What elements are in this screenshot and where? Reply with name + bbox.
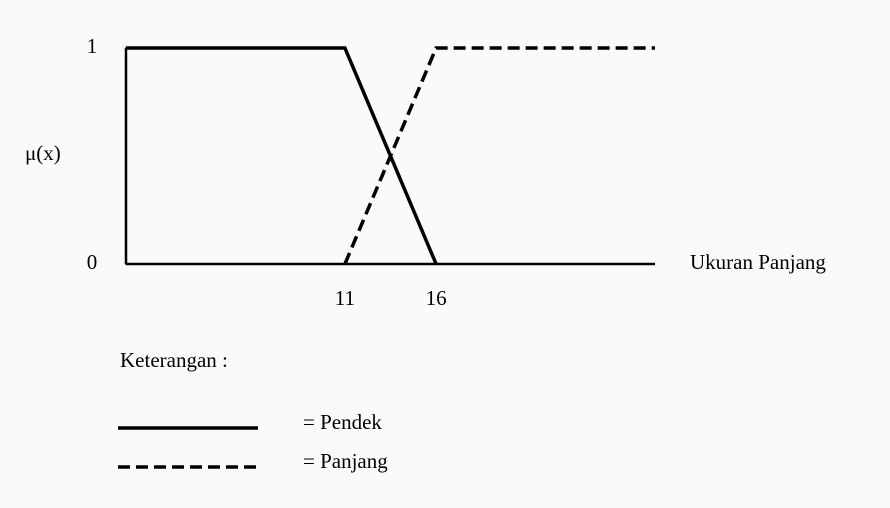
legend-title: Keterangan : <box>120 348 228 372</box>
series-line <box>126 46 438 265</box>
y-axis-label: μ(x) <box>25 141 61 165</box>
y-tick-label: 1 <box>87 34 98 58</box>
x-axis-label: Ukuran Panjang <box>690 250 826 274</box>
x-tick-label: 16 <box>426 286 447 310</box>
y-tick-label: 0 <box>87 250 98 274</box>
x-tick-label: 11 <box>335 286 355 310</box>
legend-label: = Pendek <box>303 410 382 434</box>
legend-label: = Panjang <box>303 449 388 473</box>
series-line <box>343 46 655 265</box>
